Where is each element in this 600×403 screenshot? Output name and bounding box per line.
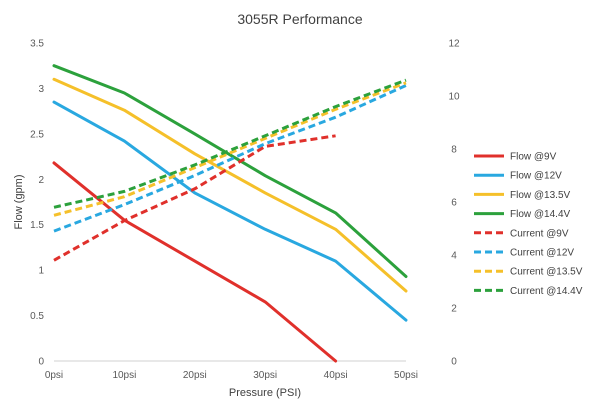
y-axis-title: Flow (gpm) <box>13 174 25 229</box>
legend-label: Flow @13.5V <box>510 190 571 201</box>
y2-tick-label: 10 <box>448 92 460 103</box>
legend-label: Flow @9V <box>510 152 557 163</box>
series-line <box>54 85 406 231</box>
x-tick-label: 0psi <box>45 370 63 381</box>
y-tick-label: 0 <box>38 357 44 368</box>
legend-item: Current @14.4V <box>474 286 583 297</box>
legend: Flow @9V Flow @12V Flow @13.5V Flow @14.4V C… <box>474 152 583 297</box>
y-tick-label: 3 <box>38 84 44 95</box>
y-tick-label: 0.5 <box>30 311 44 322</box>
x-tick-label: 40psi <box>324 370 348 381</box>
x-tick-label: 50psi <box>394 370 418 381</box>
series-line <box>54 79 406 291</box>
legend-label: Current @14.4V <box>510 286 583 297</box>
y2-tick-label: 2 <box>451 304 457 315</box>
y-tick-label: 3.5 <box>30 39 44 50</box>
y2-tick-label: 8 <box>451 145 457 156</box>
x-tick-label: 20psi <box>183 370 207 381</box>
legend-item: Current @13.5V <box>474 267 583 278</box>
y2-tick-label: 6 <box>451 198 457 209</box>
chart-title: 3055R Performance <box>237 11 363 27</box>
legend-label: Current @13.5V <box>510 267 583 278</box>
legend-label: Current @12V <box>510 248 574 259</box>
legend-item: Flow @13.5V <box>474 190 571 201</box>
legend-item: Current @9V <box>474 228 569 239</box>
legend-item: Flow @12V <box>474 171 562 182</box>
x-tick-label: 30psi <box>253 370 277 381</box>
y2-tick-label: 4 <box>451 251 457 262</box>
y-tick-label: 2 <box>38 175 44 186</box>
legend-label: Flow @12V <box>510 171 562 182</box>
legend-item: Flow @14.4V <box>474 209 571 220</box>
x-axis-title: Pressure (PSI) <box>229 387 301 399</box>
y2-tick-label: 0 <box>451 357 457 368</box>
legend-item: Current @12V <box>474 248 574 259</box>
y-tick-label: 2.5 <box>30 129 44 140</box>
legend-label: Current @9V <box>510 228 569 239</box>
y-tick-label: 1 <box>38 266 44 277</box>
legend-item: Flow @9V <box>474 152 557 163</box>
plot-area: 0 0.5 1 1.5 2 2.5 3 3.5 0 2 4 6 8 10 12 0psi 10psi 20psi 3… <box>30 39 460 382</box>
series-line <box>54 80 406 207</box>
y-tick-label: 1.5 <box>30 220 44 231</box>
y2-tick-label: 12 <box>448 39 460 50</box>
x-tick-label: 10psi <box>112 370 136 381</box>
legend-label: Flow @14.4V <box>510 209 571 220</box>
